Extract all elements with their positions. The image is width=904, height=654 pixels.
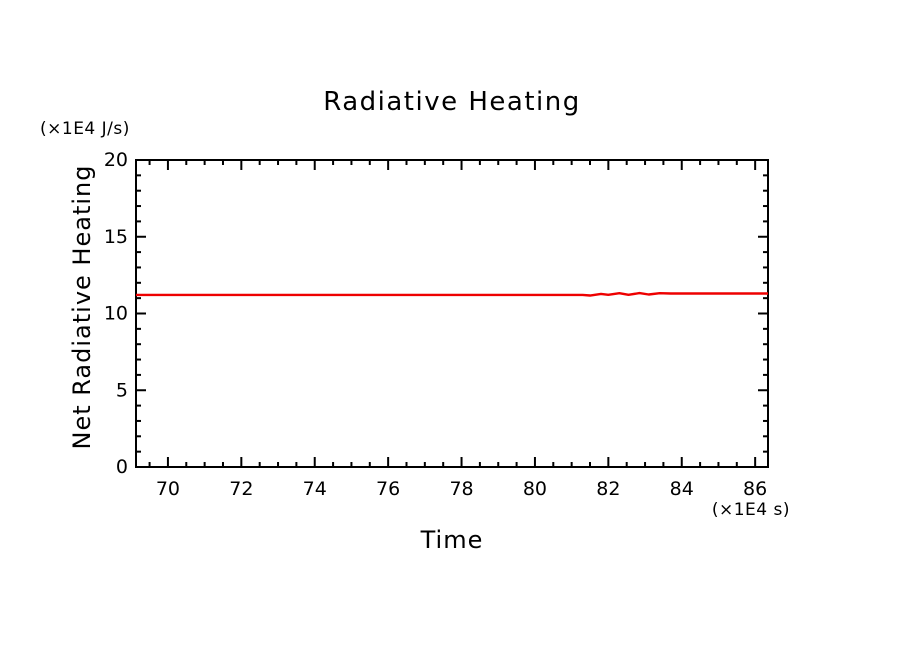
y-tick-label: 15 bbox=[104, 226, 128, 248]
y-tick-labels: 0 5 10 15 20 bbox=[104, 149, 128, 478]
data-line bbox=[136, 291, 768, 297]
y-tick-label: 5 bbox=[116, 379, 128, 401]
chart-title: Radiative Heating bbox=[323, 87, 581, 117]
x-tick-label: 80 bbox=[523, 478, 547, 500]
axis-ticks bbox=[136, 159, 768, 468]
y-axis-unit-label: (×1E4 J/s) bbox=[40, 119, 130, 139]
x-axis-unit-label: (×1E4 s) bbox=[711, 500, 790, 520]
y-tick-label: 20 bbox=[104, 149, 128, 171]
y-tick-label: 0 bbox=[116, 456, 128, 478]
x-tick-label: 74 bbox=[303, 478, 327, 500]
axes-frame bbox=[135, 159, 769, 468]
x-tick-label: 86 bbox=[743, 478, 767, 500]
x-tick-label: 72 bbox=[229, 478, 253, 500]
x-tick-label: 84 bbox=[670, 478, 694, 500]
x-tick-label: 78 bbox=[449, 478, 473, 500]
x-tick-labels: 70 72 74 76 78 80 82 84 86 bbox=[156, 478, 767, 500]
y-axis-title: Net Radiative Heating bbox=[68, 164, 96, 450]
x-tick-label: 70 bbox=[156, 478, 180, 500]
x-tick-label: 82 bbox=[596, 478, 620, 500]
y-tick-label: 10 bbox=[104, 303, 128, 325]
x-axis-title: Time bbox=[420, 526, 484, 554]
x-tick-label: 76 bbox=[376, 478, 400, 500]
